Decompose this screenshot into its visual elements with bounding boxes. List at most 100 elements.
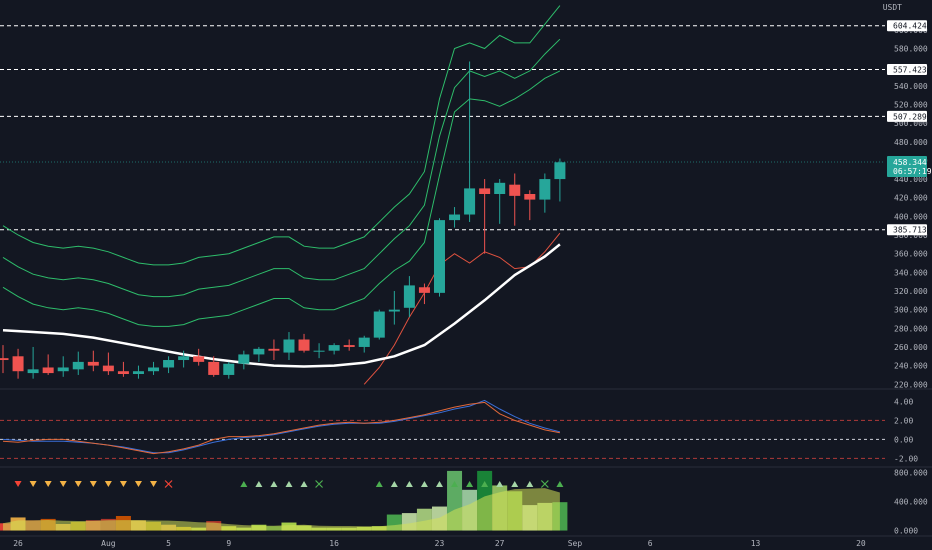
- candle[interactable]: [524, 190, 536, 221]
- candle-body: [298, 339, 310, 351]
- candle-body: [479, 188, 491, 194]
- candle[interactable]: [494, 179, 506, 224]
- candle[interactable]: [178, 350, 190, 368]
- volume-pane[interactable]: [0, 470, 568, 531]
- candle-body: [163, 360, 175, 368]
- candle[interactable]: [102, 352, 114, 375]
- price-tick-label: 540.000: [894, 82, 928, 91]
- oscillator-pane[interactable]: [0, 399, 885, 459]
- candle[interactable]: [268, 339, 280, 361]
- signal-up-marker: [240, 481, 248, 487]
- volume-tick-label: 0.000: [894, 527, 918, 536]
- time-axis[interactable]: 26 Aug 5 9 16 23 27 Sep 6 13 20: [13, 539, 866, 548]
- candle-body: [418, 287, 430, 293]
- candle[interactable]: [554, 158, 566, 202]
- level-price-tag: [887, 20, 927, 32]
- candle[interactable]: [253, 346, 265, 362]
- moving-average-line: [2, 243, 561, 368]
- price-axis[interactable]: USDT 600.000580.000560.000540.000520.000…: [883, 3, 932, 536]
- candle[interactable]: [208, 356, 220, 377]
- price-tick-label: 500.000: [894, 119, 928, 128]
- candle[interactable]: [163, 356, 175, 374]
- candle-body: [238, 354, 250, 364]
- candle[interactable]: [388, 291, 400, 325]
- candle[interactable]: [479, 179, 491, 254]
- candle-body: [72, 361, 84, 370]
- candle[interactable]: [283, 332, 295, 361]
- price-tick-label: 340.000: [894, 268, 928, 277]
- signal-up-marker: [526, 481, 534, 487]
- candle[interactable]: [539, 173, 551, 213]
- grid: [0, 388, 932, 537]
- signal-down-marker: [59, 481, 67, 487]
- signal-down-marker: [134, 481, 142, 487]
- candle[interactable]: [343, 339, 355, 351]
- candle-body: [403, 285, 415, 308]
- time-tick-label: 16: [329, 539, 339, 548]
- candle[interactable]: [464, 61, 476, 222]
- candle[interactable]: [433, 218, 445, 297]
- candle-body: [27, 369, 39, 374]
- signal-down-marker: [14, 481, 22, 487]
- candle[interactable]: [328, 343, 340, 355]
- signal-up-marker: [390, 481, 398, 487]
- price-pane[interactable]: [0, 5, 885, 385]
- candle-body: [524, 194, 536, 200]
- candle-body: [328, 345, 340, 351]
- candle[interactable]: [57, 356, 69, 377]
- oscillator-fast-line: [2, 401, 560, 455]
- candle[interactable]: [27, 346, 39, 379]
- candle[interactable]: [449, 207, 461, 228]
- candle-body: [494, 182, 506, 194]
- candle[interactable]: [193, 348, 205, 366]
- candle[interactable]: [87, 350, 99, 372]
- candle[interactable]: [148, 361, 160, 375]
- candle[interactable]: [418, 283, 430, 305]
- signal-cross-marker: [540, 480, 549, 488]
- candle[interactable]: [373, 309, 385, 340]
- signal-up-marker: [481, 481, 489, 487]
- level-price-label: 604.424: [893, 22, 927, 31]
- candle[interactable]: [117, 361, 129, 377]
- candle[interactable]: [132, 365, 144, 379]
- envelope-upper-line: [2, 38, 561, 298]
- candle[interactable]: [238, 350, 250, 370]
- signal-cross-marker: [164, 480, 173, 488]
- signal-down-marker: [29, 481, 37, 487]
- time-tick-label: 23: [435, 539, 445, 548]
- candle-body: [12, 356, 24, 372]
- candle[interactable]: [42, 354, 54, 375]
- candle-body: [223, 363, 235, 375]
- candle[interactable]: [223, 361, 235, 379]
- candle-body: [42, 367, 54, 374]
- price-tick-label: 220.000: [894, 380, 928, 389]
- time-tick-label: 6: [648, 539, 653, 548]
- candle[interactable]: [72, 351, 84, 375]
- time-tick-label: 20: [856, 539, 866, 548]
- candle[interactable]: [298, 333, 310, 353]
- level-price-tag: [887, 224, 927, 236]
- time-tick-label: 13: [751, 539, 761, 548]
- candle[interactable]: [0, 345, 9, 374]
- candle-body: [208, 361, 220, 375]
- oscillator-tick-label: -2.00: [894, 454, 918, 463]
- candle-body: [57, 367, 69, 372]
- signal-up-marker: [420, 481, 428, 487]
- signal-down-marker: [119, 481, 127, 487]
- volume-tick-label: 400.000: [894, 497, 928, 506]
- candle[interactable]: [358, 335, 370, 353]
- price-tick-label: 400.000: [894, 212, 928, 221]
- price-tick-label: 320.000: [894, 287, 928, 296]
- candle[interactable]: [12, 348, 24, 379]
- candle[interactable]: [509, 173, 521, 226]
- volume-tick-label: 800.000: [894, 468, 928, 477]
- price-tick-label: 260.000: [894, 343, 928, 352]
- candle-body: [283, 339, 295, 353]
- candle[interactable]: [313, 343, 325, 359]
- price-tick-label: 420.000: [894, 194, 928, 203]
- candle-body: [132, 371, 144, 375]
- signal-up-marker: [300, 481, 308, 487]
- price-tick-label: 240.000: [894, 362, 928, 371]
- candle[interactable]: [403, 276, 415, 318]
